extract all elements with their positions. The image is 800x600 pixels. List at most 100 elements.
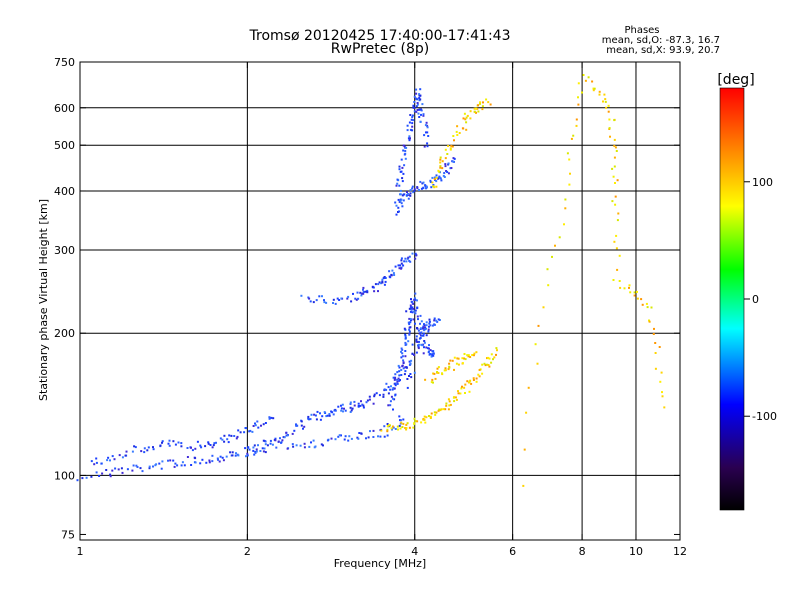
data-point — [428, 325, 430, 328]
data-point — [323, 299, 325, 302]
data-point — [286, 447, 289, 450]
data-point — [246, 452, 249, 455]
data-point — [109, 459, 111, 462]
data-point — [406, 191, 408, 194]
data-point — [408, 121, 411, 124]
data-point — [257, 426, 260, 429]
data-point — [416, 186, 419, 189]
data-point — [400, 158, 403, 161]
data-point — [438, 408, 441, 411]
y-tick-label: 75 — [61, 528, 75, 541]
data-point — [415, 351, 418, 354]
data-point — [472, 377, 475, 380]
data-point — [374, 283, 377, 286]
data-point — [109, 473, 112, 476]
data-point — [402, 361, 405, 364]
data-point — [614, 146, 617, 149]
data-point — [401, 166, 404, 169]
data-point — [394, 382, 397, 385]
data-point — [418, 108, 421, 111]
data-point — [413, 95, 416, 98]
data-point — [244, 447, 247, 450]
data-point — [384, 277, 387, 279]
data-point — [398, 267, 401, 270]
data-point — [464, 358, 467, 361]
data-point — [300, 420, 303, 423]
data-point — [340, 434, 342, 437]
data-point — [636, 297, 639, 300]
data-point — [308, 297, 311, 300]
data-point — [409, 306, 412, 309]
data-point — [462, 117, 465, 120]
data-point — [140, 450, 143, 453]
data-point — [444, 148, 447, 151]
data-point — [411, 352, 414, 355]
data-point — [551, 255, 553, 258]
data-point — [613, 165, 616, 168]
data-point — [264, 451, 267, 454]
data-point — [277, 440, 280, 443]
data-point — [393, 398, 396, 401]
data-point — [217, 458, 219, 461]
data-point — [604, 100, 607, 103]
data-point — [453, 356, 456, 359]
data-point — [430, 381, 433, 384]
data-point — [159, 444, 162, 447]
data-point — [413, 101, 416, 103]
data-point — [447, 408, 450, 411]
data-point — [247, 446, 250, 449]
data-point — [402, 199, 405, 202]
data-point — [409, 373, 412, 375]
data-point — [98, 475, 101, 477]
data-point — [422, 114, 425, 117]
data-point — [135, 464, 138, 467]
data-point — [328, 413, 331, 415]
data-point — [433, 411, 436, 414]
data-point — [397, 364, 400, 367]
data-point — [422, 187, 425, 190]
data-point — [409, 189, 412, 192]
data-point — [398, 184, 401, 187]
data-point — [536, 362, 539, 365]
data-point — [383, 425, 386, 428]
data-point — [409, 192, 412, 195]
data-point — [414, 322, 416, 325]
data-point — [344, 435, 347, 438]
data-point — [417, 344, 419, 347]
data-point — [430, 355, 433, 358]
data-point — [114, 467, 117, 470]
data-point — [422, 325, 425, 328]
data-point — [584, 79, 587, 82]
data-point — [470, 382, 473, 385]
data-point — [172, 440, 175, 443]
data-point — [416, 187, 419, 190]
data-point — [408, 426, 411, 429]
data-point — [421, 344, 424, 347]
data-point — [640, 298, 643, 301]
data-point — [416, 299, 418, 302]
data-point — [245, 455, 247, 458]
data-point — [291, 443, 294, 446]
data-point — [167, 459, 169, 462]
data-point — [453, 157, 456, 160]
data-point — [343, 438, 346, 441]
data-point — [443, 172, 446, 174]
data-point — [411, 185, 414, 188]
data-point — [405, 366, 408, 369]
data-point — [406, 386, 409, 389]
data-point — [136, 466, 139, 468]
data-point — [466, 114, 469, 117]
data-point — [353, 404, 356, 407]
data-point — [334, 302, 337, 305]
data-point — [607, 104, 610, 107]
data-point — [411, 187, 414, 190]
data-point — [486, 357, 488, 360]
legend-title: Phases — [624, 25, 659, 36]
data-point — [400, 257, 403, 260]
data-point — [391, 269, 394, 272]
data-point — [461, 357, 464, 360]
data-point — [453, 368, 455, 371]
data-point — [90, 460, 93, 463]
data-point — [360, 432, 363, 435]
